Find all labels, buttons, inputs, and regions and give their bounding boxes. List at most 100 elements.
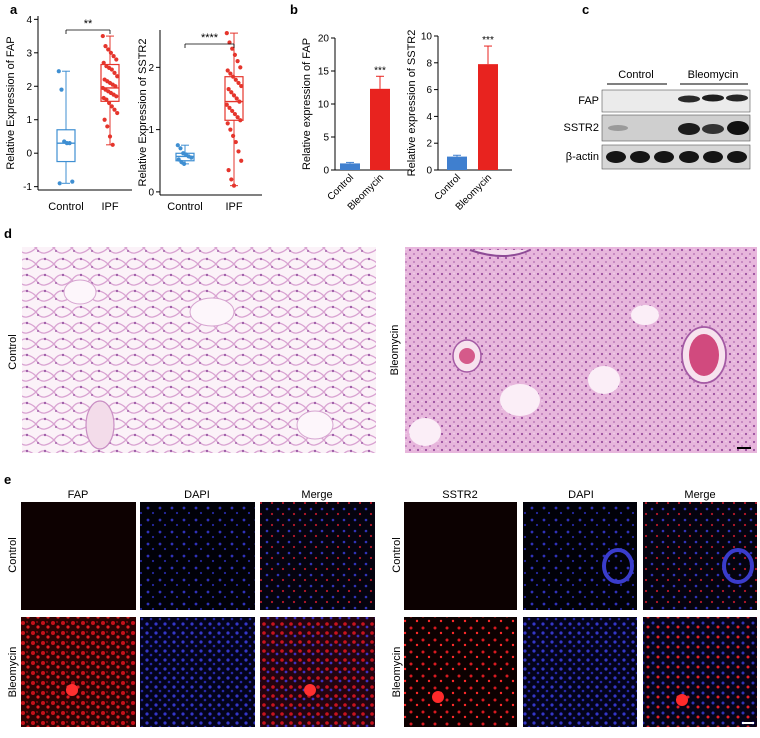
blot-band [727,151,747,163]
significance-label: *** [374,65,386,76]
category-label: IPF [101,201,118,213]
data-point [231,93,237,98]
data-point [226,87,231,92]
western-blot: Control Bleomycin FAP SSTR2 β-actin [564,69,751,170]
row-label-control-left: Control [7,537,19,572]
significance-label: **** [201,32,219,44]
category-label: IPF [225,201,242,213]
data-point [110,142,115,147]
fluor-image-dapi-bleomycin [140,617,255,727]
data-point [238,65,243,70]
blot-band [702,124,724,134]
blot-band [608,125,628,131]
blot-group-bleomycin: Bleomycin [688,69,739,81]
y-tick-label: 6 [426,85,432,96]
data-point [67,141,72,146]
y-tick-label: 8 [426,58,432,69]
data-point [228,127,233,132]
data-point [239,158,244,163]
fluor-image-fap-bleomycin [21,617,136,727]
panel-letter-c: c [582,2,589,17]
blot-band [678,123,700,135]
data-point [114,57,119,62]
he-airspace [296,410,334,440]
data-point [224,102,229,107]
y-axis-label: Relative expression of FAP [301,38,313,170]
column-header-dapi-left: DAPI [184,489,210,501]
data-point [227,40,232,45]
data-point [231,133,236,138]
y-tick-label: 0 [26,149,32,160]
blot-group-control: Control [618,69,653,81]
column-header-merge-right: Merge [684,489,715,501]
column-header-merge-left: Merge [301,489,332,501]
data-point [227,105,232,110]
fluor-bright-spot [676,694,688,706]
data-point [57,181,62,186]
data-point [108,50,113,55]
data-point [109,67,114,72]
blot-row-label-sstr2: SSTR2 [564,122,599,134]
data-point [102,117,107,122]
data-point [232,52,237,58]
category-label: Control [48,201,83,213]
data-point [111,54,116,59]
blot-band [679,151,699,163]
data-point [106,47,111,52]
data-point [70,179,75,184]
fluor-image-merge-control [260,502,375,610]
data-point [104,97,109,102]
blot-band [727,121,749,135]
significance-label: *** [482,35,494,46]
y-axis-label: Relative expression of SSTR2 [406,30,418,177]
data-point [225,121,230,126]
blot-row-label-actin: β-actin [566,151,599,163]
y-tick-label: 0 [426,166,432,177]
data-point [236,80,241,86]
row-label-control-right: Control [391,537,403,572]
data-point [105,124,110,129]
he-airspace [63,279,97,305]
box-plot-fap: -1 0 1 2 3 4 Relative Expression of FAP Control… [5,15,132,213]
data-point [176,157,181,162]
data-point [182,161,187,166]
data-point [107,100,112,106]
data-point [112,70,117,75]
data-point [238,118,243,123]
he-airspace [500,384,540,416]
fluorescence-panel: FAP DAPI Merge SSTR2 DAPI Merge Control … [7,489,757,727]
data-point [114,94,119,99]
y-tick-label: 10 [318,100,330,111]
y-tick-label: 10 [421,32,433,43]
y-tick-label: -1 [23,182,32,193]
y-tick-label: 4 [426,112,432,123]
data-point [236,149,241,154]
y-tick-label: 20 [318,34,330,45]
fluor-bright-spot [304,684,316,696]
blot-band [702,94,724,102]
fluor-image-merge-bleomycin [260,617,375,727]
column-header-dapi-right: DAPI [568,489,594,501]
y-tick-label: 0 [148,187,154,198]
data-point [109,104,114,109]
scale-bar [737,447,751,449]
he-airway [469,249,531,257]
he-vessel-lumen [459,348,475,364]
bar [447,156,467,170]
bar [340,163,360,170]
data-point [231,183,237,188]
data-point [235,59,240,64]
data-point [233,139,238,145]
y-axis-label: Relative Expression of SSTR2 [137,39,149,187]
he-airspace [409,418,441,446]
fluor-nuclei-cluster [602,548,634,584]
y-tick-label: 1 [26,115,32,126]
data-point [234,96,239,101]
y-tick-label: 4 [26,15,32,26]
y-tick-label: 2 [148,63,154,74]
he-airspace [189,297,235,327]
y-tick-label: 5 [323,133,329,144]
bar [370,88,390,170]
